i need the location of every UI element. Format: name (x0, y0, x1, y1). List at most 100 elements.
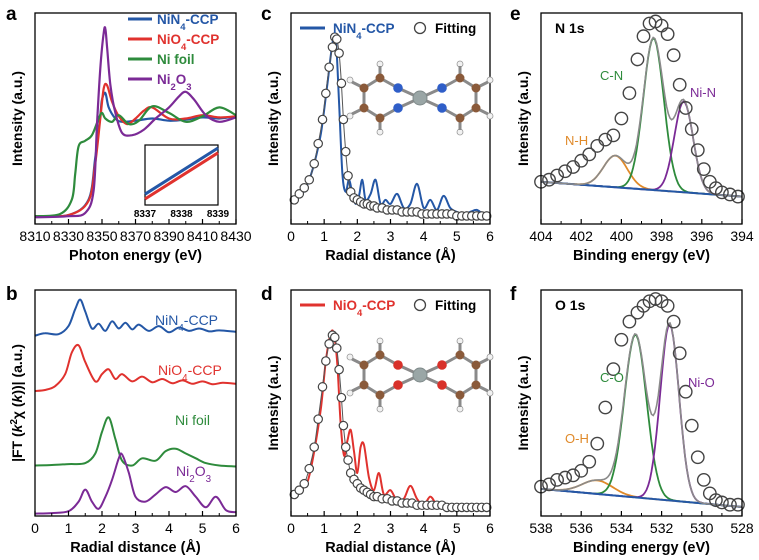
hydrogen-atom (486, 76, 494, 84)
x-tick-label: 5 (453, 520, 461, 536)
series-group (35, 26, 236, 219)
molecule-structure (346, 337, 494, 413)
x-tick-label: 2 (353, 228, 361, 244)
legend-label: NiN4-CCP (333, 21, 395, 42)
fitting-point (329, 332, 340, 343)
data-point (550, 168, 564, 183)
x-tick-label: 8370 (120, 228, 151, 244)
hydrogen-atom (346, 353, 354, 361)
nitrogen-atom (393, 103, 403, 113)
fitting-point (321, 356, 331, 366)
carbon-atom (455, 350, 465, 360)
legend-label: Fitting (435, 298, 476, 313)
data-point (690, 450, 705, 465)
data-point (622, 86, 637, 101)
fitting-point (338, 420, 349, 431)
data-point (731, 497, 745, 512)
data-point (678, 384, 693, 399)
hydrogen-atom (486, 353, 494, 361)
data-point (696, 472, 711, 487)
series-line-NiN4-CCP (34, 298, 237, 337)
data-point (574, 463, 589, 478)
panel-a: a 8310 8330 8350 8370 8390 8410 8430 Photon ener… (6, 4, 252, 264)
carbon-atom (375, 113, 385, 123)
fitting-point (338, 114, 349, 125)
x-tick-label: 528 (730, 520, 754, 536)
x-tick-label: 398 (650, 228, 674, 244)
oxygen-atom (437, 380, 447, 390)
fitting-point (309, 158, 320, 169)
panel-f: f 538 536 534 532 530 528 Binding energy (eV) In… (510, 284, 754, 556)
y-axis-label: Intensity (a.u.) (265, 71, 281, 166)
peak-label: Ni-N (690, 85, 716, 100)
fitting-point (340, 442, 351, 452)
data-point (606, 128, 621, 143)
fitting-point (299, 478, 310, 489)
fitting-point (324, 62, 334, 73)
panel-label: f (510, 284, 517, 305)
x-tick-label: 8310 (19, 228, 50, 244)
inset-line-NiN4-CCP (144, 146, 219, 196)
data-point (672, 77, 687, 92)
data-point (684, 418, 699, 433)
fitting-point (317, 382, 328, 392)
x-tick-label: 404 (529, 228, 553, 244)
component-curve-O-H (540, 479, 743, 508)
carbon-atom (359, 360, 369, 370)
x-tick-label: 2 (353, 520, 361, 536)
series-label: NiN4-CCP (155, 312, 218, 334)
molecule-structure (346, 60, 494, 136)
oxygen-atom (393, 380, 403, 390)
peak-label: Ni-O (688, 375, 715, 390)
data-point (542, 477, 556, 492)
legend-label: Fitting (435, 21, 476, 36)
data-point (715, 495, 729, 510)
data-point (542, 172, 556, 187)
panel-d: d 0 1 2 3 4 5 6 Radial distance (Å) Intensity (a.… (261, 284, 494, 556)
x-tick-label: 1 (65, 520, 73, 536)
carbon-atom (359, 103, 369, 113)
data-point (678, 101, 693, 115)
x-tick-label: 3 (132, 520, 140, 536)
fitting-point (334, 48, 344, 58)
hydrogen-atom (346, 76, 354, 84)
nitrogen-atom (437, 103, 447, 113)
data-point (582, 454, 597, 469)
plot-frame (540, 289, 743, 517)
oxygen-atom (393, 360, 403, 370)
panel-b: b 0 1 2 3 4 5 6 Radial distance (Å) |FT (k2χ (k))… (6, 284, 240, 556)
fitting-point (343, 170, 353, 181)
x-tick-label: 1 (320, 520, 328, 536)
inset-tick-label: 8339 (207, 209, 230, 220)
carbon-atom (359, 83, 369, 93)
x-tick-label: 3 (387, 520, 395, 536)
data-point (598, 400, 613, 415)
x-tick-label: 538 (529, 520, 553, 536)
x-axis-label: Binding energy (eV) (573, 540, 710, 556)
x-tick-label: 1 (320, 228, 328, 244)
legend-marker (413, 21, 427, 35)
x-tick-label: 0 (287, 520, 295, 536)
peak-label: C-N (600, 68, 623, 83)
data-point (636, 29, 651, 44)
data-point (660, 27, 675, 41)
carbon-atom (375, 390, 385, 400)
fitting-point (289, 195, 300, 205)
carbon-atom (375, 73, 385, 83)
x-tick-label: 6 (486, 520, 494, 536)
envelope-curve (540, 321, 743, 508)
x-tick-label: 394 (730, 228, 754, 244)
data-point (614, 332, 629, 347)
data-point (715, 185, 729, 200)
nickel-atom (412, 367, 428, 383)
x-axis-label: Radial distance (Å) (325, 539, 456, 556)
x-tick-label: 402 (570, 228, 594, 244)
x-tick-label: 8410 (187, 228, 218, 244)
x-tick-label: 5 (453, 228, 461, 244)
peak-label: O-H (565, 431, 589, 446)
fitting-point (294, 189, 305, 199)
legend-label: Ni2O3 (157, 72, 192, 93)
legend-label: NiO4-CCP (157, 32, 219, 53)
carbon-atom (471, 83, 481, 93)
hydrogen-atom (486, 389, 494, 397)
